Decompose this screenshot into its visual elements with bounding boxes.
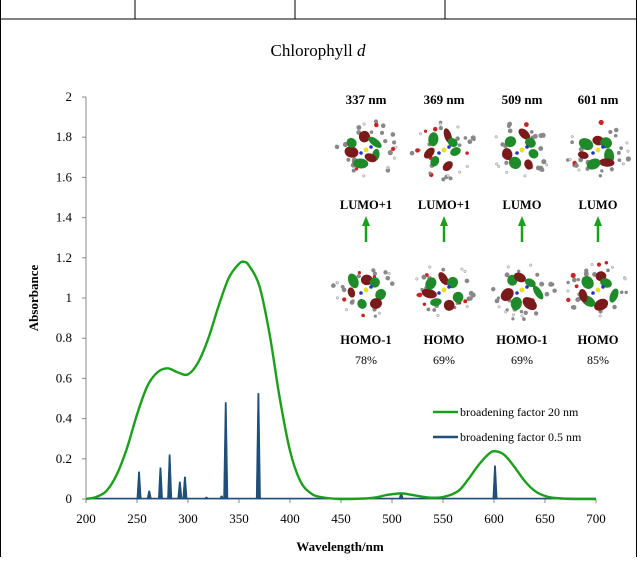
stick-peak bbox=[203, 496, 210, 500]
upper-orbital-label: LUMO+1 bbox=[340, 198, 392, 212]
y-tick-label: 0.4 bbox=[56, 411, 73, 426]
orbital-image bbox=[334, 119, 398, 178]
y-tick-label: 1 bbox=[66, 290, 73, 305]
upper-orbital-label: LUMO+1 bbox=[418, 198, 470, 212]
stick-peak bbox=[146, 490, 152, 500]
arrow-head bbox=[362, 216, 370, 226]
y-tick-label: 0.2 bbox=[56, 451, 72, 466]
orbital-image bbox=[409, 120, 476, 182]
x-tick-label: 600 bbox=[484, 511, 504, 526]
lower-orbital-label: HOMO bbox=[424, 333, 465, 347]
arrow-head bbox=[440, 216, 448, 226]
lower-orbital-label: HOMO-1 bbox=[340, 333, 391, 347]
lower-orbital-label: HOMO bbox=[578, 333, 619, 347]
x-tick-label: 300 bbox=[178, 511, 198, 526]
transition-percentage: 78% bbox=[355, 353, 377, 367]
transition-wavelength: 369 nm bbox=[424, 92, 465, 107]
x-tick-label: 400 bbox=[280, 511, 300, 526]
chart-title-main: Chlorophyll bbox=[271, 41, 353, 60]
upper-orbital-label: LUMO bbox=[579, 198, 618, 212]
orbital-image bbox=[331, 268, 395, 318]
y-tick-label: 1.8 bbox=[56, 129, 72, 144]
chart-title-italic: d bbox=[357, 41, 366, 60]
orbital-image bbox=[565, 119, 631, 178]
arrow-head bbox=[518, 216, 526, 226]
orbital-image bbox=[494, 121, 549, 178]
stick-peak bbox=[218, 495, 225, 500]
y-tick-label: 0 bbox=[66, 491, 73, 506]
y-tick-label: 0.6 bbox=[56, 370, 73, 385]
x-tick-label: 200 bbox=[76, 511, 96, 526]
transition-percentage: 85% bbox=[587, 353, 609, 367]
stick-peak bbox=[157, 467, 163, 500]
transition-wavelength: 509 nm bbox=[502, 92, 543, 107]
legend-label-sticks: broadening factor 0.5 nm bbox=[460, 430, 582, 444]
lower-orbital-label: HOMO-1 bbox=[496, 333, 547, 347]
x-tick-label: 350 bbox=[229, 511, 249, 526]
x-tick-label: 450 bbox=[331, 511, 351, 526]
stick-peak bbox=[255, 393, 261, 500]
transition-percentage: 69% bbox=[433, 353, 455, 367]
y-axis-label: Absorbance bbox=[26, 265, 41, 332]
y-tick-label: 1.4 bbox=[56, 210, 73, 225]
x-tick-label: 550 bbox=[433, 511, 453, 526]
legend: broadening factor 20 nm broadening facto… bbox=[433, 405, 582, 444]
x-tick-label: 500 bbox=[382, 511, 402, 526]
stick-peak bbox=[167, 454, 173, 500]
transition-percentage: 69% bbox=[511, 353, 533, 367]
legend-label-broad: broadening factor 20 nm bbox=[460, 405, 579, 419]
stick-peak bbox=[177, 481, 183, 500]
orbital-image bbox=[415, 265, 476, 318]
x-axis-label: Wavelength/nm bbox=[296, 539, 384, 554]
y-tick-label: 1.6 bbox=[56, 169, 73, 184]
x-tick-label: 650 bbox=[535, 511, 555, 526]
arrow-head bbox=[594, 216, 602, 226]
transition-wavelength: 601 nm bbox=[578, 92, 619, 107]
y-tick-label: 2 bbox=[66, 89, 73, 104]
stick-peak bbox=[182, 476, 188, 500]
orbital-image bbox=[491, 263, 557, 321]
y-tick-label: 0.8 bbox=[56, 330, 72, 345]
x-tick-label: 700 bbox=[586, 511, 606, 526]
stick-peak bbox=[223, 402, 229, 500]
stick-peak bbox=[492, 465, 498, 500]
transition-wavelength: 337 nm bbox=[346, 92, 387, 107]
chart-title: Chlorophyll d bbox=[271, 41, 366, 60]
x-tick-label: 250 bbox=[127, 511, 147, 526]
series-line-broadening-20nm bbox=[85, 260, 596, 501]
stick-peak bbox=[136, 471, 142, 500]
upper-orbital-label: LUMO bbox=[503, 198, 542, 212]
y-tick-label: 1.2 bbox=[56, 250, 72, 265]
orbital-image bbox=[566, 260, 628, 318]
